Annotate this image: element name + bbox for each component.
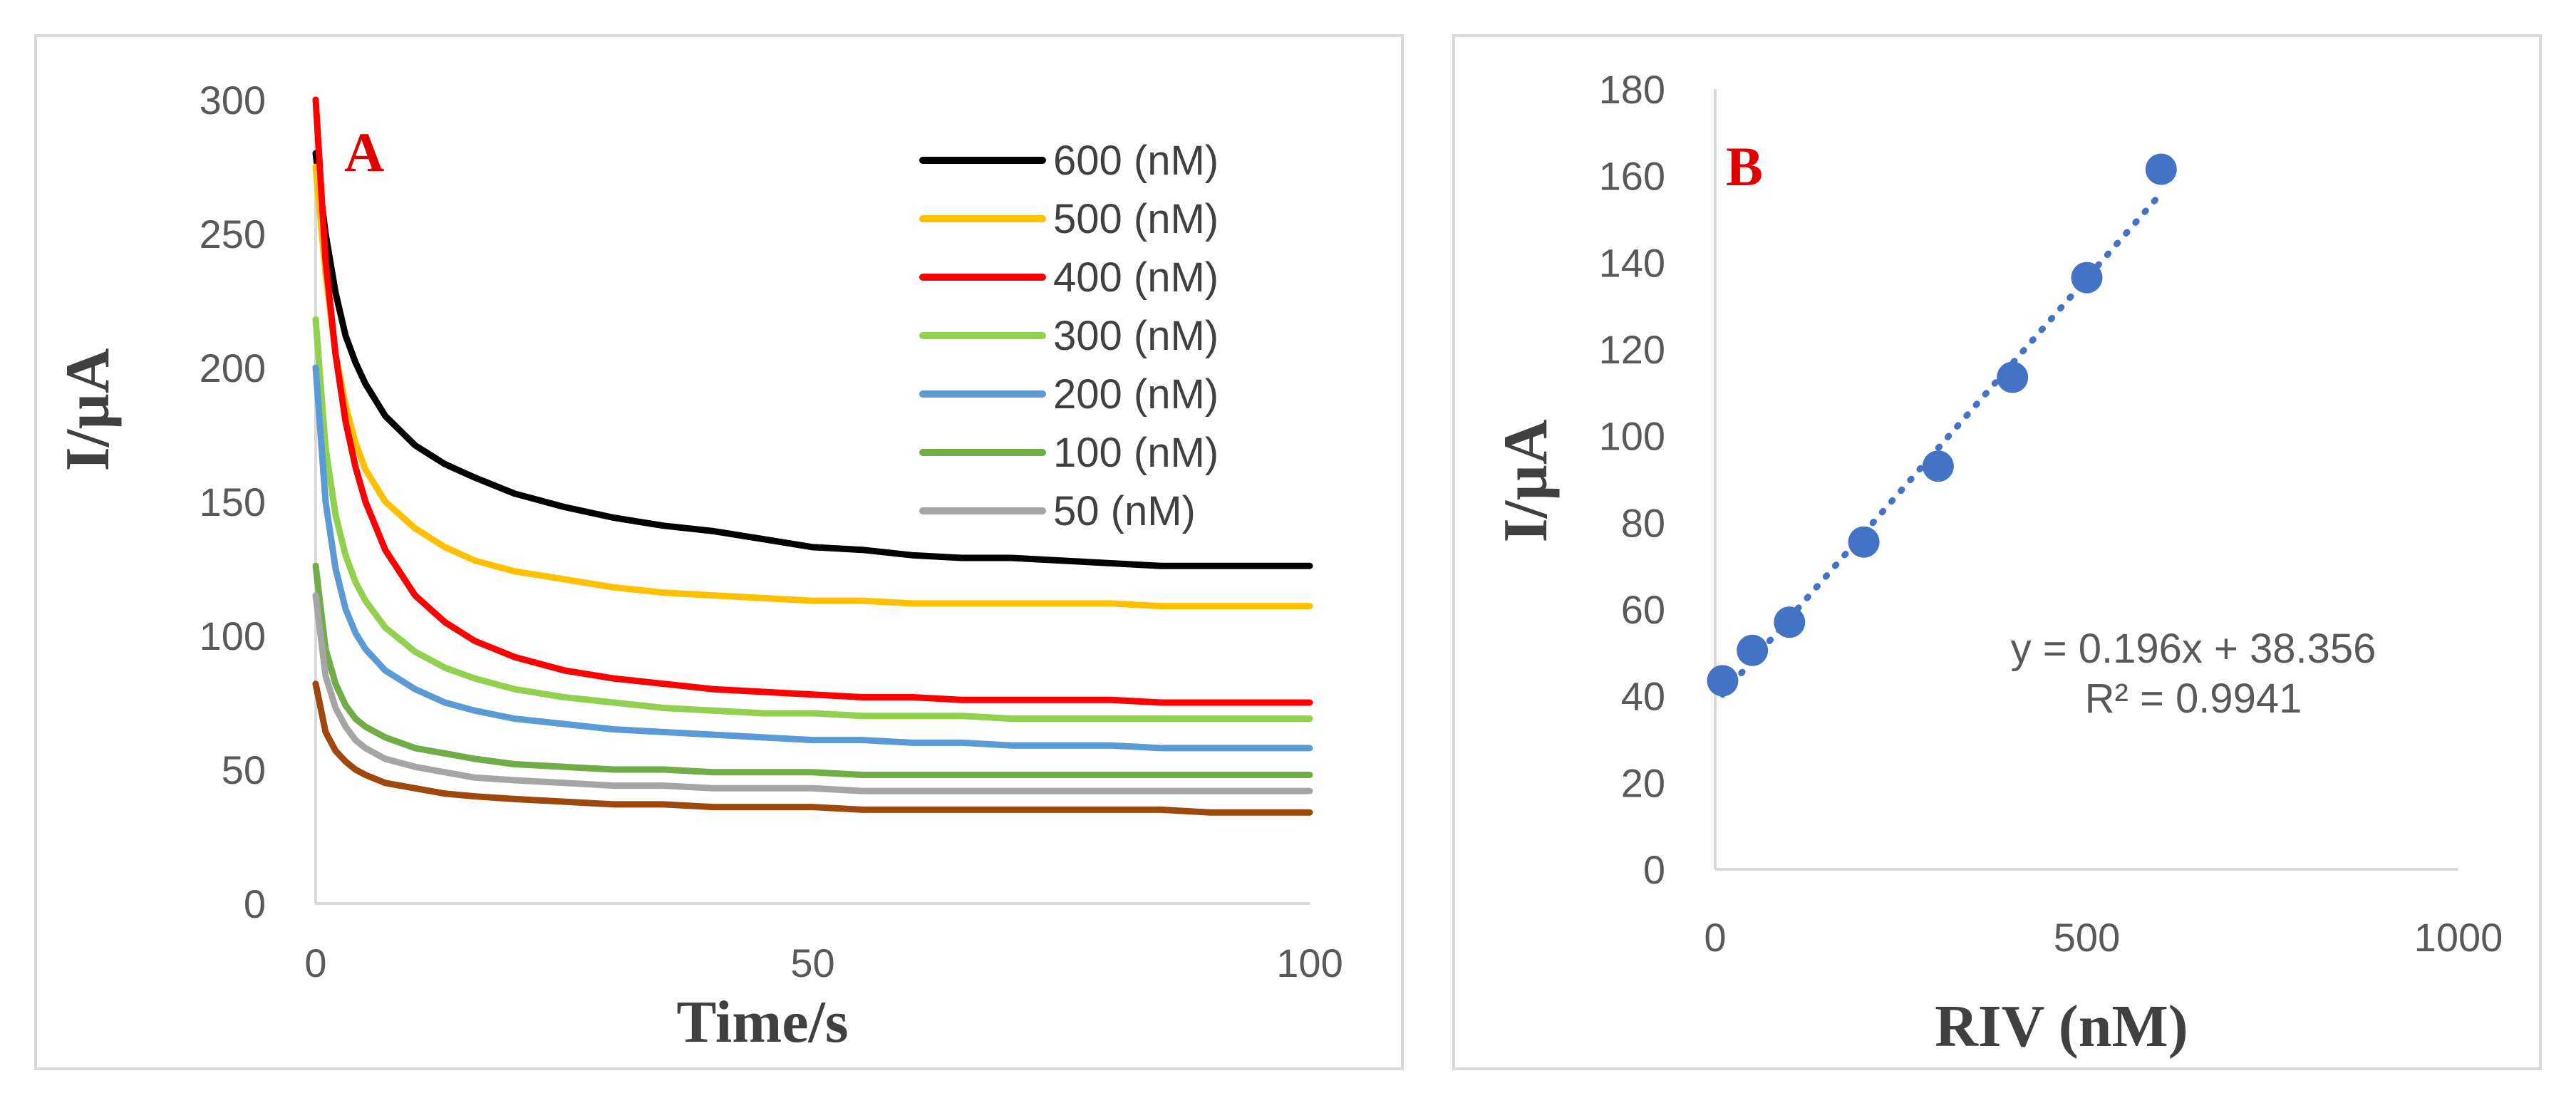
chart-b-point-5 [1997, 361, 2029, 393]
chart-a-series-line-7 [312, 680, 1313, 816]
chart-b-y-tick-label: 140 [1599, 240, 1665, 285]
chart-b-y-tick-label: 80 [1621, 500, 1665, 545]
chart-a-legend-label-1: 500 (nM) [1053, 196, 1219, 242]
chart-a-series-line-0 [312, 150, 1313, 569]
chart-b-x-tick-label: 1000 [2414, 915, 2503, 960]
chart-b-point-7 [2145, 153, 2177, 185]
chart-a-series-line-4 [312, 364, 1313, 752]
chart-b-point-3 [1848, 526, 1880, 558]
panel-b-letter: B [1726, 135, 1763, 197]
chart-b-point-1 [1737, 634, 1769, 666]
chart-a-ylabel: I/µA [53, 348, 123, 472]
chart-b-point-2 [1774, 606, 1806, 638]
chart-a-series-line-3 [312, 316, 1313, 723]
chart-a-legend-label-0: 600 (nM) [1053, 138, 1219, 184]
chart-a-series-line-6 [312, 592, 1313, 794]
chart-b-y-tick-label: 180 [1599, 67, 1665, 112]
chart-b-y-tick-label: 100 [1599, 414, 1665, 459]
panel-a-frame [34, 34, 1404, 1070]
chart-a-legend-label-2: 400 (nM) [1053, 254, 1219, 301]
chart-b-y-tick-label: 40 [1621, 674, 1665, 719]
chart-b-xlabel: RIV (nM) [1935, 993, 2188, 1060]
chart-b-point-6 [2071, 261, 2103, 294]
chart-b-y-tick-label: 0 [1643, 847, 1665, 892]
chart-a-legend-label-4: 200 (nM) [1053, 371, 1219, 418]
chart-b-point-4 [1922, 450, 1954, 482]
chart-b-point-0 [1707, 665, 1739, 697]
chart-a-y-tick-label: 200 [200, 346, 266, 390]
chart-b-y-tick-label: 160 [1599, 154, 1665, 199]
chart-a-xlabel: Time/s [676, 989, 848, 1055]
chart-a-y-tick-label: 0 [244, 881, 266, 926]
chart-b-x-tick-label: 500 [2054, 915, 2120, 960]
chart-a-y-tick-label: 50 [222, 747, 266, 792]
chart-b-x-tick-label: 0 [1704, 915, 1726, 960]
chart-b-y-tick-label: 20 [1621, 760, 1665, 805]
chart-a: A Time/s I/µA 0 50 100 150 200 250 300 0 50 100 6… [53, 78, 1343, 1055]
chart-a-series-line-2 [312, 96, 1313, 706]
chart-a-series-line-1 [312, 163, 1313, 610]
chart-a-x-tick-label: 0 [304, 941, 326, 985]
chart-a-y-tick-label: 300 [200, 78, 266, 123]
chart-a-legend-label-5: 100 (nM) [1053, 430, 1219, 476]
chart-b-y-tick-label: 60 [1621, 587, 1665, 632]
chart-a-x-tick-label: 100 [1276, 941, 1343, 985]
chart-b: B RIV (nM) I/µA 0 20 40 60 80 100 120 140 160 180… [1491, 67, 2503, 1060]
panel-a-letter: A [344, 121, 384, 183]
chart-b-y-tick-label: 120 [1599, 327, 1665, 372]
chart-a-x-tick-label: 50 [790, 941, 834, 985]
chart-a-y-tick-label: 250 [200, 212, 266, 257]
panel-b-frame [1452, 34, 2542, 1070]
chart-b-ylabel: I/µA [1491, 420, 1561, 543]
chart-a-y-tick-label: 100 [200, 613, 266, 658]
trendline-r2: R² = 0.9941 [2085, 675, 2302, 722]
chart-a-series-line-5 [312, 562, 1313, 778]
trendline-equation: y = 0.196x + 38.356 [2011, 626, 2376, 672]
chart-a-y-tick-label: 150 [200, 480, 266, 524]
chart-a-legend-label-6: 50 (nM) [1053, 488, 1196, 534]
chart-a-legend-label-3: 300 (nM) [1053, 313, 1219, 359]
